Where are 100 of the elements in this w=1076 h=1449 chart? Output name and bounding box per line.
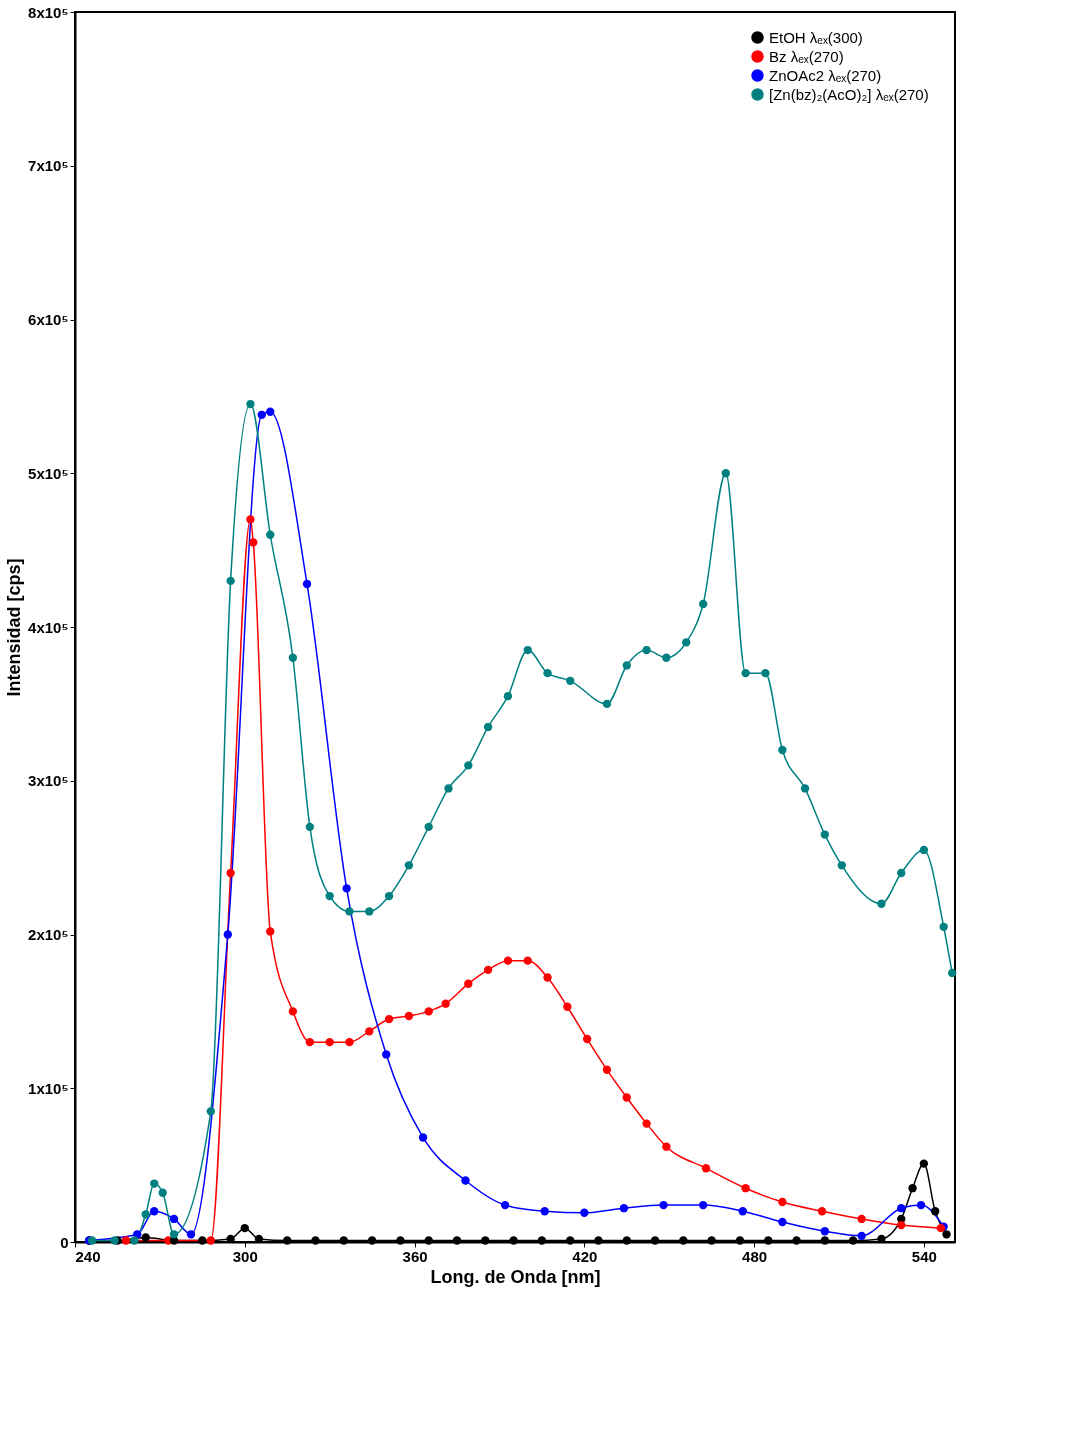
point <box>800 784 810 793</box>
y-tick-label: 8x10⁵ <box>28 3 69 21</box>
point <box>820 830 830 839</box>
point <box>481 1236 490 1245</box>
point <box>721 469 730 478</box>
point <box>169 1230 179 1239</box>
point <box>226 576 235 586</box>
point <box>679 1236 688 1245</box>
point <box>919 1159 929 1168</box>
point <box>345 907 354 916</box>
point <box>778 745 787 755</box>
point <box>602 1065 612 1074</box>
x-tick-label: 360 <box>402 1247 428 1265</box>
point <box>817 1207 827 1216</box>
y-tick-label: 4x10⁵ <box>28 618 69 636</box>
x-tick-label: 420 <box>572 1247 598 1265</box>
point <box>622 1093 631 1102</box>
point <box>848 1236 858 1245</box>
y-tick-label: 0 <box>60 1233 69 1251</box>
legend-label: ZnOAc2 λₑₓ(270) <box>769 66 882 84</box>
point <box>764 1236 773 1245</box>
point <box>543 668 552 678</box>
point <box>741 668 750 678</box>
point <box>266 927 275 936</box>
point <box>947 968 957 978</box>
point <box>897 1220 906 1230</box>
point <box>738 1207 747 1216</box>
point <box>424 1007 433 1016</box>
point <box>342 884 351 893</box>
point <box>206 1107 215 1116</box>
point <box>650 1236 660 1245</box>
point <box>857 1231 866 1241</box>
point <box>325 1037 334 1047</box>
point <box>339 1236 348 1245</box>
point <box>565 676 575 685</box>
point <box>707 1236 716 1245</box>
y-tick-label: 2x10⁵ <box>28 926 69 943</box>
point <box>509 1236 518 1245</box>
x-tick-label: 300 <box>232 1247 258 1265</box>
point <box>404 1011 414 1021</box>
point <box>396 1236 405 1245</box>
point <box>565 1236 575 1245</box>
point <box>523 956 532 965</box>
point <box>404 861 414 870</box>
point <box>283 1236 292 1245</box>
point <box>130 1236 139 1245</box>
point <box>464 761 473 770</box>
point <box>198 1236 207 1245</box>
point <box>150 1207 159 1216</box>
point <box>141 1233 150 1242</box>
point <box>206 1236 215 1245</box>
point <box>741 1184 750 1193</box>
point <box>444 784 453 793</box>
point <box>483 722 493 732</box>
point <box>288 653 298 662</box>
point <box>503 956 513 965</box>
point <box>384 1014 394 1024</box>
point <box>543 973 552 982</box>
point <box>877 899 886 908</box>
point <box>931 1207 940 1216</box>
point <box>305 1037 315 1047</box>
point <box>158 1188 167 1197</box>
point <box>503 692 513 701</box>
point <box>857 1214 866 1224</box>
point <box>266 407 275 416</box>
point <box>778 1197 787 1207</box>
point <box>266 530 275 539</box>
point <box>186 1230 196 1239</box>
point <box>540 1207 549 1216</box>
point <box>461 1176 470 1185</box>
x-tick-label: 480 <box>742 1247 768 1265</box>
point <box>382 1050 391 1059</box>
point <box>246 399 255 409</box>
point <box>249 538 258 547</box>
point <box>897 1204 906 1213</box>
x-tick-label: 540 <box>911 1247 937 1265</box>
point <box>735 1236 745 1245</box>
legend-label: EtOH λₑₓ(300) <box>769 28 863 46</box>
point <box>257 410 266 419</box>
point <box>367 1236 377 1245</box>
point <box>659 1200 668 1210</box>
point <box>483 965 493 975</box>
point <box>141 1210 150 1219</box>
point <box>365 907 374 916</box>
point <box>418 1133 428 1142</box>
y-tick-label: 7x10⁵ <box>28 157 69 175</box>
point <box>582 1034 592 1044</box>
point <box>311 1236 320 1245</box>
point <box>305 822 315 832</box>
point <box>837 861 846 870</box>
point <box>897 868 906 878</box>
point <box>939 922 948 931</box>
point <box>820 1236 830 1245</box>
point <box>325 891 334 901</box>
point <box>288 1007 298 1016</box>
legend-label: Bz λₑₓ(270) <box>769 47 844 65</box>
point <box>778 1217 787 1227</box>
point <box>452 1236 462 1245</box>
point <box>792 1236 801 1245</box>
point <box>223 930 232 939</box>
